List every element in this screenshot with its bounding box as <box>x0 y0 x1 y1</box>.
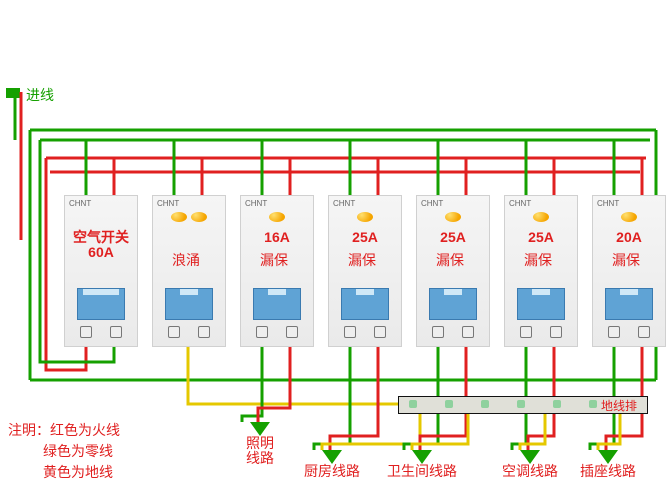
breaker-kitchen: CHNT 25A <box>328 195 402 347</box>
ground-hole <box>553 400 561 408</box>
out-ac-label: 空调线路 <box>490 448 570 479</box>
breaker-switch <box>429 288 477 320</box>
arrow-down-icon <box>322 450 342 464</box>
breaker-brand: CHNT <box>241 196 313 208</box>
breaker-sub-light: 漏保 <box>244 252 304 268</box>
legend-l1: 红色为火线 <box>50 422 120 438</box>
breaker-surge: CHNT <box>152 195 226 347</box>
out-bath-label: 卫生间线路 <box>382 448 462 479</box>
arrow-down-icon <box>412 450 432 464</box>
ground-hole <box>481 400 489 408</box>
breaker-bath: CHNT 25A <box>416 195 490 347</box>
breaker-terminals <box>241 326 313 338</box>
breaker-switch <box>253 288 301 320</box>
breaker-title: 25A <box>505 230 577 245</box>
out-kitchen-label: 厨房线路 <box>292 448 372 479</box>
breaker-terminals <box>153 326 225 338</box>
breaker-ac: CHNT 25A <box>504 195 578 347</box>
indicator-dots <box>329 208 401 228</box>
breaker-sub-kitchen: 漏保 <box>332 252 392 268</box>
ground-bar: 地线排 <box>398 396 648 414</box>
breaker-brand: CHNT <box>593 196 665 208</box>
breaker-terminals <box>329 326 401 338</box>
breaker-terminals <box>65 326 137 338</box>
ground-hole <box>517 400 525 408</box>
legend-prefix: 注明： <box>8 422 50 438</box>
legend: 注明：红色为火线 绿色为零线 黄色为地线 <box>8 420 120 483</box>
indicator-dots <box>153 208 225 228</box>
breaker-title: 16A <box>241 230 313 245</box>
breaker-sub-outlet: 漏保 <box>596 252 656 268</box>
arrow-down-icon <box>250 422 270 436</box>
legend-l2: 绿色为零线 <box>43 443 113 459</box>
out-light-label: 照明线路 <box>220 420 300 467</box>
breaker-brand: CHNT <box>505 196 577 208</box>
breaker-title: 25A <box>329 230 401 245</box>
breaker-outlet: CHNT 20A <box>592 195 666 347</box>
breaker-switch <box>77 288 125 320</box>
breaker-terminals <box>593 326 665 338</box>
ground-hole <box>589 400 597 408</box>
breaker-brand: CHNT <box>65 196 137 208</box>
legend-l3: 黄色为地线 <box>43 464 113 480</box>
breaker-main: CHNT 空气开关60A <box>64 195 138 347</box>
breaker-title: 空气开关60A <box>65 230 137 261</box>
breaker-title: 20A <box>593 230 665 245</box>
indicator-dots <box>593 208 665 228</box>
breaker-switch <box>341 288 389 320</box>
breaker-sub-bath: 漏保 <box>420 252 480 268</box>
breaker-brand: CHNT <box>417 196 489 208</box>
breaker-terminals <box>505 326 577 338</box>
breaker-terminals <box>417 326 489 338</box>
indicator-dots <box>65 208 137 228</box>
breaker-brand: CHNT <box>153 196 225 208</box>
breaker-sub-ac: 漏保 <box>508 252 568 268</box>
breaker-sub-surge: 浪涌 <box>156 252 216 268</box>
indicator-dots <box>505 208 577 228</box>
arrow-down-icon <box>520 450 540 464</box>
breaker-switch <box>165 288 213 320</box>
arrow-down-icon <box>598 450 618 464</box>
breaker-switch <box>517 288 565 320</box>
ground-hole <box>445 400 453 408</box>
ground-hole <box>409 400 417 408</box>
breaker-title: 25A <box>417 230 489 245</box>
breaker-brand: CHNT <box>329 196 401 208</box>
breaker-light: CHNT 16A <box>240 195 314 347</box>
out-outlet-label: 插座线路 <box>568 448 648 479</box>
indicator-dots <box>241 208 313 228</box>
ground-bar-label: 地线排 <box>601 397 637 414</box>
breaker-switch <box>605 288 653 320</box>
indicator-dots <box>417 208 489 228</box>
